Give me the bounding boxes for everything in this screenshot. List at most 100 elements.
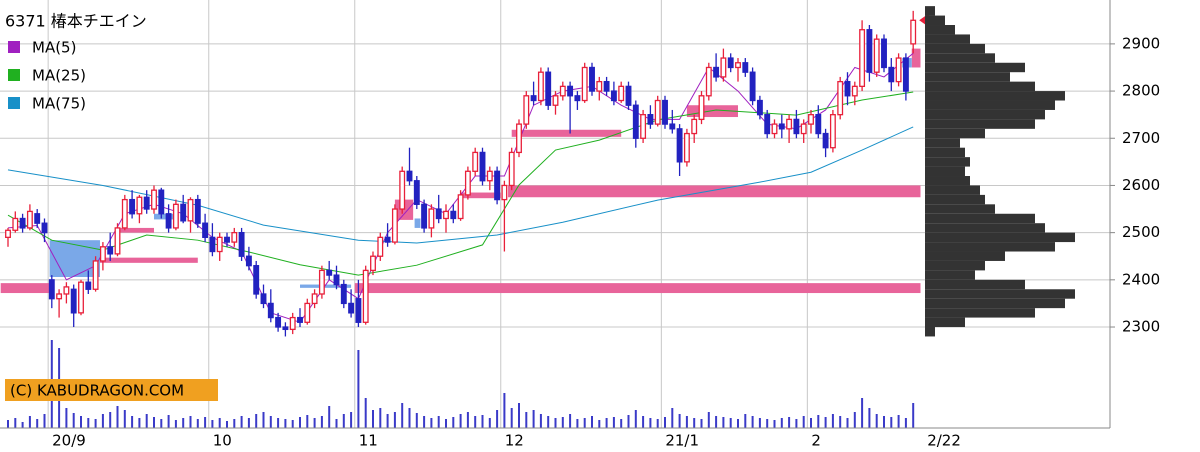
candle-body xyxy=(508,151,515,187)
price-zone xyxy=(508,185,921,198)
candle-body xyxy=(610,90,617,102)
legend-swatch xyxy=(8,69,20,81)
candle-body xyxy=(267,302,274,319)
volume-bar xyxy=(320,416,323,428)
volume-bar xyxy=(408,408,411,428)
candle-body xyxy=(253,265,260,295)
volume-bar xyxy=(131,416,134,428)
candle-body xyxy=(202,222,209,239)
candle-body xyxy=(129,198,136,215)
y-tick-label: 2600 xyxy=(1122,176,1160,194)
candle-body xyxy=(391,208,398,243)
watermark: (C) KABUDRAGON.COM xyxy=(10,382,184,400)
volume-bar xyxy=(211,420,214,428)
volume-bar xyxy=(87,418,90,428)
candle-body xyxy=(5,229,11,239)
volume-bar xyxy=(269,416,272,428)
volume-bar xyxy=(649,418,652,428)
volume-profile-bar xyxy=(925,147,965,158)
x-tick-label: 11 xyxy=(359,432,378,450)
volume-bar xyxy=(707,412,710,428)
candle-body xyxy=(676,128,683,163)
candle-body xyxy=(589,66,595,92)
volume-bar xyxy=(284,419,287,428)
volume-bar xyxy=(861,398,864,428)
volume-bar xyxy=(547,416,550,428)
candle-body xyxy=(143,196,150,210)
candle-body xyxy=(26,210,33,229)
volume-bar xyxy=(532,410,535,428)
candle-body xyxy=(99,246,106,262)
candle-body xyxy=(180,203,187,222)
candle-body xyxy=(902,57,909,92)
candle-body xyxy=(472,151,479,172)
volume-profile-bar xyxy=(925,223,1045,233)
volume-bar xyxy=(174,420,177,428)
candle-body xyxy=(632,104,639,139)
volume-profile-bar xyxy=(925,62,1025,73)
volume-bar xyxy=(737,419,739,428)
volume-bar xyxy=(839,416,842,428)
volume-profile-bar xyxy=(925,157,970,167)
volume-profile-bar xyxy=(925,128,985,139)
candle-body xyxy=(238,231,245,257)
volume-bar xyxy=(890,417,893,428)
candle-body xyxy=(749,71,756,102)
y-tick-label: 2700 xyxy=(1122,129,1160,147)
candle-body xyxy=(136,196,143,215)
candle-body xyxy=(457,194,464,220)
price-zone xyxy=(49,240,100,277)
candle-body xyxy=(282,326,289,331)
candle-body xyxy=(829,114,836,149)
candle-body xyxy=(216,236,223,253)
volume-bar xyxy=(569,414,572,428)
volume-profile-bar xyxy=(925,194,985,205)
candle-body xyxy=(698,95,705,121)
volume-bar xyxy=(313,418,316,428)
candle-body xyxy=(275,316,282,328)
candle-body xyxy=(318,269,325,295)
volume-bar xyxy=(182,418,185,428)
candle-body xyxy=(377,236,384,257)
volume-bar xyxy=(306,415,309,428)
candle-body xyxy=(41,222,48,234)
volume-profile-bar xyxy=(925,6,935,16)
volume-profile-bar xyxy=(925,109,1045,120)
volume-bar xyxy=(423,416,426,428)
candle-body xyxy=(720,57,727,78)
plot xyxy=(0,6,1075,428)
candle-body xyxy=(209,236,216,253)
volume-bar xyxy=(415,413,418,428)
legend-label: MA(5) xyxy=(32,39,76,57)
candle-body xyxy=(859,29,866,88)
volume-bar xyxy=(218,418,221,428)
candle-body xyxy=(516,123,522,154)
volume-bar xyxy=(795,419,798,428)
volume-bar xyxy=(167,415,170,428)
price-zone xyxy=(0,283,50,294)
volume-profile-bar xyxy=(925,53,995,63)
watermark-box xyxy=(5,379,218,401)
candle-body xyxy=(662,99,668,125)
volume-bar xyxy=(824,417,827,428)
volume-bar xyxy=(204,417,207,428)
candle-body xyxy=(669,123,676,130)
volume-bar xyxy=(65,408,68,428)
candle-body xyxy=(486,170,493,182)
volume-profile-bar xyxy=(925,34,970,44)
x-tick-label: 20/9 xyxy=(52,432,86,450)
volume-bar xyxy=(693,418,696,428)
volume-bar xyxy=(474,416,477,428)
volume-bar xyxy=(722,417,725,428)
volume-bar xyxy=(897,415,900,428)
candle-body xyxy=(771,123,778,135)
candle-body xyxy=(48,279,55,300)
candle-body xyxy=(786,118,793,130)
volume-bar xyxy=(109,412,112,428)
candle-body xyxy=(34,213,41,224)
candle-body xyxy=(158,189,165,215)
volume-bar xyxy=(868,408,871,428)
candle-body xyxy=(297,316,303,323)
volume-bar xyxy=(372,410,374,428)
candle-body xyxy=(559,85,566,97)
